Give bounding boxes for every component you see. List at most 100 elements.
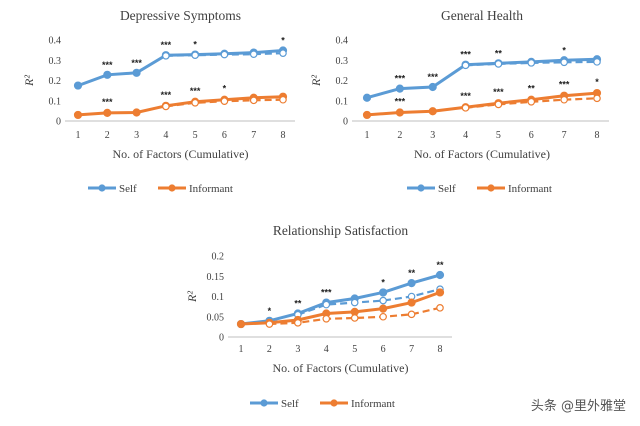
x-tick-label: 5 bbox=[352, 344, 357, 355]
chart-panel-1: Depressive Symptoms 0 0.1 0.2 0.3 0.4 R² 1 2 3 4 5 6… bbox=[22, 8, 295, 195]
data-point bbox=[220, 97, 229, 105]
x-tick-label: 4 bbox=[324, 344, 329, 355]
data-point bbox=[249, 50, 258, 58]
data-point bbox=[395, 84, 404, 93]
y-tick-label: 0 bbox=[56, 117, 61, 128]
data-point bbox=[362, 110, 372, 120]
series-line-self-solid bbox=[240, 273, 441, 326]
legend-item-self: Self bbox=[88, 183, 137, 195]
significance-marker: ** bbox=[495, 48, 503, 58]
data-point bbox=[379, 312, 387, 321]
data-point bbox=[379, 304, 388, 313]
data-point bbox=[322, 314, 331, 323]
significance-marker: *** bbox=[161, 40, 172, 50]
y-tick-label: 0.3 bbox=[49, 56, 62, 67]
x-tick-label: 1 bbox=[365, 130, 370, 141]
y-tick-label: 0.4 bbox=[336, 36, 349, 47]
significance-marker: * bbox=[562, 45, 566, 55]
data-point bbox=[428, 107, 437, 116]
y-tick-label: 0 bbox=[219, 333, 224, 344]
legend-swatch-marker bbox=[417, 184, 425, 192]
significance-marker: * bbox=[193, 40, 197, 50]
x-tick-label: 7 bbox=[251, 130, 256, 141]
data-point bbox=[395, 108, 404, 117]
chart-panel-2: General Health 0 0.1 0.2 0.3 0.4 R² 1 2 3 4 5 6 7 8 No.… bbox=[309, 8, 609, 195]
y-tick-label: 0.3 bbox=[336, 56, 349, 67]
data-point bbox=[132, 108, 141, 117]
significance-marker: *** bbox=[460, 50, 471, 60]
significance-marker: ** bbox=[294, 299, 302, 309]
data-point bbox=[407, 310, 416, 319]
significance-marker: ** bbox=[436, 260, 444, 270]
data-point bbox=[73, 110, 83, 120]
data-point bbox=[560, 95, 568, 104]
y-tick-label: 0.2 bbox=[49, 76, 62, 87]
data-point bbox=[236, 319, 246, 329]
data-point bbox=[191, 98, 199, 107]
significance-marker: * bbox=[268, 306, 272, 316]
data-point bbox=[191, 51, 199, 59]
legend-item-informant: Informant bbox=[158, 183, 233, 195]
data-point bbox=[132, 68, 141, 77]
x-tick-label: 2 bbox=[397, 130, 402, 141]
legend-label: Self bbox=[438, 183, 456, 195]
data-point bbox=[294, 319, 302, 327]
x-tick-label: 7 bbox=[562, 130, 567, 141]
x-tick-label: 2 bbox=[267, 344, 272, 355]
series-line-informant-solid bbox=[240, 290, 441, 326]
significance-marker: *** bbox=[102, 60, 113, 70]
chart-title: Depressive Symptoms bbox=[120, 8, 241, 23]
data-point bbox=[436, 304, 444, 312]
y-tick-label: 0.1 bbox=[212, 292, 225, 303]
data-point bbox=[461, 61, 470, 70]
x-tick-label: 1 bbox=[239, 344, 244, 355]
y-tick-label: 0.05 bbox=[207, 312, 225, 323]
x-tick-label: 5 bbox=[496, 130, 501, 141]
data-point bbox=[560, 58, 568, 67]
data-point bbox=[593, 94, 601, 103]
legend-item-informant: Informant bbox=[320, 398, 395, 410]
significance-marker: * bbox=[381, 277, 385, 287]
x-axis-label: No. of Factors (Cumulative) bbox=[273, 361, 409, 375]
data-point bbox=[494, 60, 503, 68]
y-axis-label: R² bbox=[185, 291, 199, 303]
legend-swatch-marker bbox=[330, 399, 338, 407]
legend-swatch-marker bbox=[260, 399, 268, 407]
data-point bbox=[379, 288, 388, 297]
legend-swatch-marker bbox=[98, 184, 106, 192]
legend-label: Informant bbox=[508, 183, 552, 195]
data-point bbox=[435, 288, 445, 297]
x-tick-label: 8 bbox=[438, 344, 443, 355]
legend-item-self: Self bbox=[250, 398, 299, 410]
y-tick-label: 0.2 bbox=[336, 76, 349, 87]
y-tick-label: 0.1 bbox=[49, 96, 62, 107]
x-tick-label: 3 bbox=[295, 344, 300, 355]
legend-item-informant: Informant bbox=[477, 183, 552, 195]
y-tick-label: 0.4 bbox=[49, 36, 62, 47]
data-point bbox=[494, 100, 503, 109]
x-tick-label: 6 bbox=[222, 130, 227, 141]
data-point bbox=[350, 314, 359, 322]
data-point bbox=[527, 59, 536, 67]
x-tick-label: 6 bbox=[529, 130, 534, 141]
legend-label: Self bbox=[119, 183, 137, 195]
y-tick-label: 0.15 bbox=[207, 272, 225, 283]
y-tick-label: 0.2 bbox=[212, 252, 225, 263]
significance-marker: *** bbox=[102, 97, 113, 107]
chart-title: Relationship Satisfaction bbox=[273, 223, 409, 238]
data-point bbox=[73, 81, 83, 90]
legend-label: Informant bbox=[189, 183, 233, 195]
data-point bbox=[279, 49, 287, 57]
legend-label: Self bbox=[281, 398, 299, 410]
x-tick-label: 8 bbox=[281, 130, 286, 141]
legend-swatch-marker bbox=[487, 184, 495, 192]
data-point bbox=[428, 82, 437, 92]
legend-item-self: Self bbox=[407, 183, 456, 195]
significance-marker: ** bbox=[408, 268, 416, 278]
x-tick-label: 7 bbox=[409, 344, 414, 355]
x-tick-label: 8 bbox=[595, 130, 600, 141]
significance-marker: *** bbox=[131, 58, 142, 68]
x-tick-label: 4 bbox=[163, 130, 168, 141]
significance-marker: * bbox=[223, 84, 227, 94]
data-point bbox=[265, 320, 274, 328]
